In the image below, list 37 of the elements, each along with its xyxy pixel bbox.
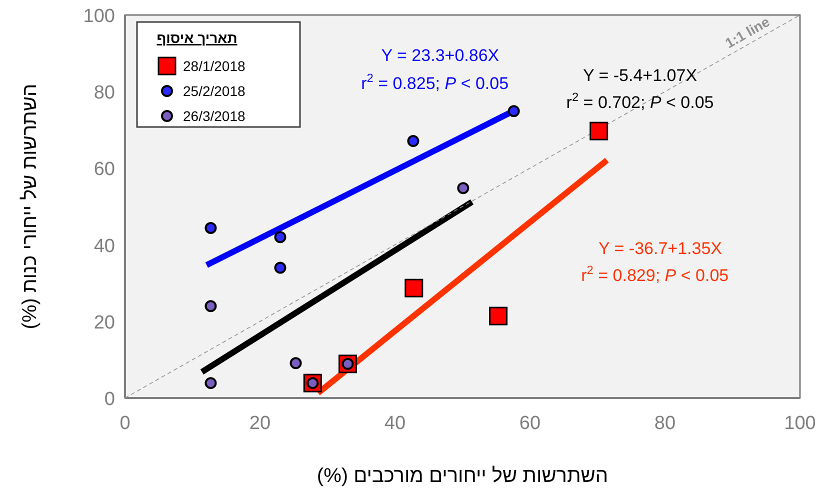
x-tick-label: 40 [384, 413, 406, 434]
annotation: Y = -5.4+1.07X [582, 66, 698, 86]
point [508, 105, 520, 118]
point [590, 122, 608, 140]
y-tick-label: 80 [94, 82, 115, 104]
point [404, 278, 424, 298]
point [457, 182, 470, 194]
point [274, 231, 286, 244]
x-tick-label: 100 [784, 413, 816, 434]
annotation: r$^{2}$ = 0.702; P < 0.05 [566, 90, 714, 112]
x-tick-label: 20 [249, 413, 271, 434]
legend-label: 28/1/2018 [183, 58, 246, 74]
annotation: Y = -36.7+1.35X [598, 238, 722, 258]
annotation: r$^{2}$ = 0.825; P < 0.05 [361, 71, 509, 94]
annotation: Y = 23.3+0.86X [381, 46, 500, 65]
legend-title: תאריך איסוף [156, 30, 238, 46]
y-tick-label: 100 [83, 6, 115, 27]
x-tick-label: 80 [654, 413, 676, 434]
legend-label: 25/2/2018 [183, 83, 246, 99]
y-tick-label: 0 [104, 389, 115, 410]
point [274, 262, 286, 274]
y-tick-label: 60 [94, 159, 115, 180]
point [290, 357, 302, 370]
point [489, 306, 508, 326]
y-tick-label: 20 [94, 312, 115, 334]
annotation: r$^{2}$ = 0.829; P < 0.05 [581, 263, 729, 286]
point [204, 222, 217, 234]
x-tick-label: 60 [519, 413, 541, 434]
x-axis-title: השתרשות של ייחורים מורכבים (%) [316, 465, 608, 487]
legend-label: 26/3/2018 [183, 108, 246, 124]
y-tick-label: 40 [94, 236, 115, 257]
point [407, 135, 420, 148]
text: 1:1 line [722, 13, 772, 52]
y-axis-title: השתרשות של ייחורי כנות (%) [19, 84, 41, 330]
point [204, 300, 217, 312]
x-tick-label: 0 [120, 413, 130, 434]
point [204, 377, 217, 390]
